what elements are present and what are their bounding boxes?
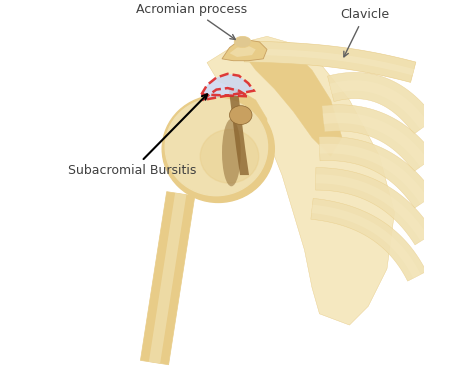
Text: Subacromial Bursitis: Subacromial Bursitis	[68, 94, 207, 177]
Polygon shape	[323, 113, 428, 167]
Polygon shape	[319, 144, 428, 204]
Polygon shape	[311, 198, 426, 281]
Polygon shape	[329, 80, 428, 129]
Polygon shape	[311, 205, 421, 278]
Text: Acromian process: Acromian process	[137, 3, 247, 39]
Polygon shape	[316, 174, 428, 241]
Polygon shape	[322, 105, 435, 172]
Polygon shape	[149, 193, 186, 363]
Ellipse shape	[229, 106, 252, 125]
Ellipse shape	[165, 98, 267, 196]
Polygon shape	[201, 74, 254, 100]
Polygon shape	[229, 89, 267, 175]
Polygon shape	[140, 192, 195, 365]
Polygon shape	[244, 41, 416, 83]
Polygon shape	[245, 48, 414, 75]
Ellipse shape	[162, 95, 274, 202]
Polygon shape	[222, 40, 267, 61]
Ellipse shape	[222, 119, 241, 186]
Polygon shape	[245, 44, 342, 156]
Ellipse shape	[234, 36, 251, 48]
Polygon shape	[229, 46, 256, 57]
Polygon shape	[207, 36, 394, 325]
Text: Clavicle: Clavicle	[340, 8, 389, 57]
Polygon shape	[319, 137, 434, 208]
Polygon shape	[328, 72, 435, 134]
Ellipse shape	[200, 129, 259, 183]
Polygon shape	[316, 168, 434, 245]
